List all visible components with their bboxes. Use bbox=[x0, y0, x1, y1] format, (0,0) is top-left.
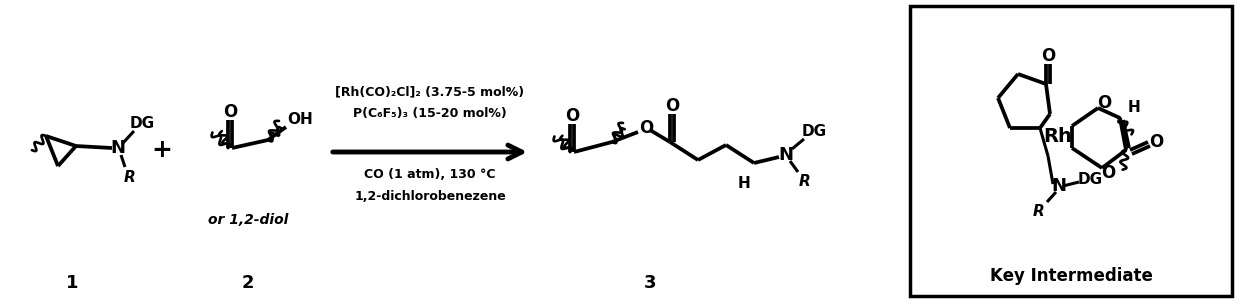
Text: [Rh(CO)₂Cl]₂ (3.75-5 mol%): [Rh(CO)₂Cl]₂ (3.75-5 mol%) bbox=[336, 85, 525, 98]
Text: 1: 1 bbox=[66, 274, 78, 292]
Text: CO (1 atm), 130 °C: CO (1 atm), 130 °C bbox=[365, 168, 496, 181]
Text: H: H bbox=[738, 175, 750, 191]
Text: 3: 3 bbox=[644, 274, 656, 292]
Text: +: + bbox=[151, 138, 172, 162]
Text: O: O bbox=[1101, 164, 1115, 182]
Text: P(C₆F₅)₃ (15-20 mol%): P(C₆F₅)₃ (15-20 mol%) bbox=[353, 106, 507, 119]
Text: Key Intermediate: Key Intermediate bbox=[990, 267, 1152, 285]
Text: DG: DG bbox=[801, 123, 827, 139]
Text: 1,2-dichlorobenezene: 1,2-dichlorobenezene bbox=[355, 189, 506, 202]
Text: R: R bbox=[124, 170, 136, 185]
Text: DG: DG bbox=[1078, 172, 1102, 188]
Text: N: N bbox=[110, 139, 125, 157]
Bar bbox=[910, 6, 1233, 296]
Text: O: O bbox=[665, 97, 680, 115]
Text: O: O bbox=[1149, 133, 1163, 151]
Text: O: O bbox=[1097, 94, 1111, 112]
Text: H: H bbox=[1127, 101, 1141, 116]
Text: O: O bbox=[1040, 47, 1055, 65]
Text: or 1,2-diol: or 1,2-diol bbox=[208, 213, 288, 227]
Text: R: R bbox=[1033, 203, 1045, 219]
Text: N: N bbox=[1052, 177, 1066, 195]
Text: 2: 2 bbox=[242, 274, 254, 292]
Text: DG: DG bbox=[129, 116, 155, 132]
Text: N: N bbox=[779, 146, 794, 164]
Text: O: O bbox=[223, 103, 237, 121]
Text: Rh: Rh bbox=[1044, 126, 1073, 146]
Text: R: R bbox=[799, 174, 811, 189]
Text: O: O bbox=[565, 107, 579, 125]
Text: O: O bbox=[639, 119, 653, 137]
Text: OH: OH bbox=[288, 112, 312, 127]
